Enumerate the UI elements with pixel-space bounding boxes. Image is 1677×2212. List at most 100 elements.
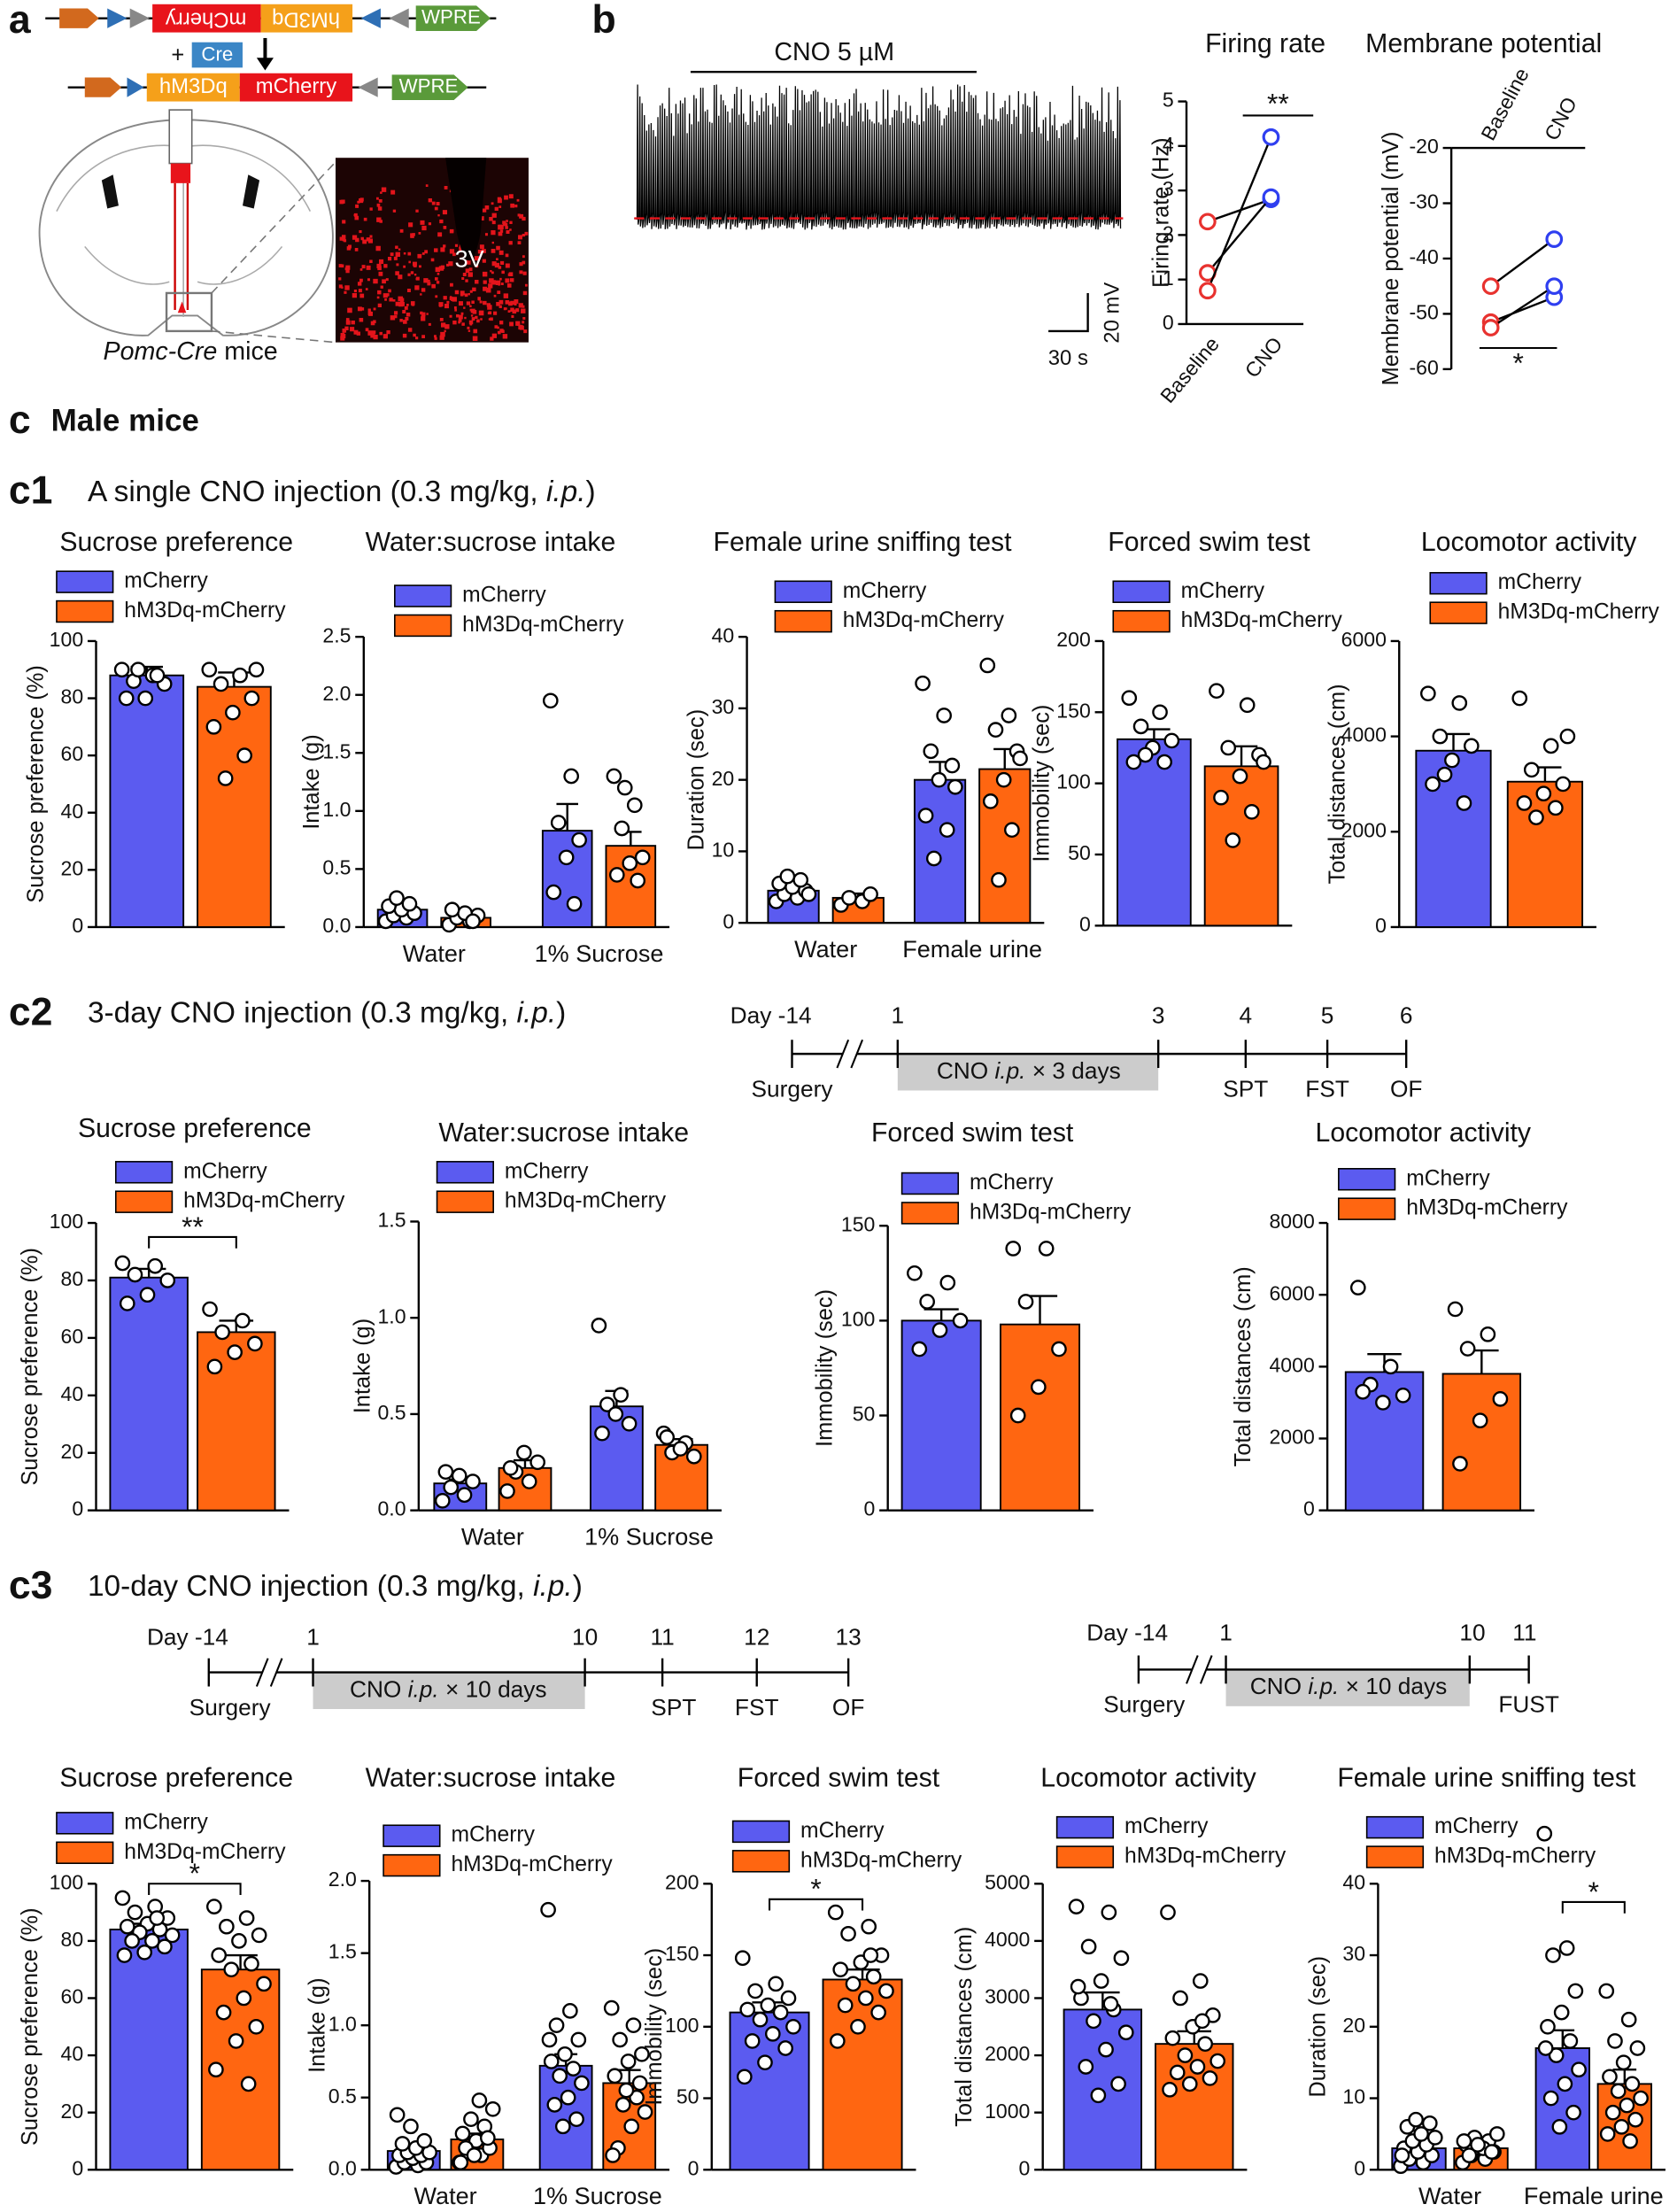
data-point: [1068, 1899, 1085, 1914]
data-point: [1425, 776, 1441, 793]
lox-site: [360, 8, 381, 28]
data-point: [451, 1467, 468, 1484]
data-point: [215, 2004, 232, 2021]
data-point: [571, 831, 587, 848]
data-point: [736, 2069, 753, 2085]
legend-label: mCherry: [1181, 579, 1265, 603]
cell-line: [1206, 136, 1272, 291]
x-tick-label: Water: [794, 936, 857, 963]
data-point: [232, 667, 248, 684]
data-point: [116, 1947, 133, 1963]
lox-site: [129, 8, 150, 28]
timeline-day: Day -14: [1086, 1620, 1168, 1646]
cell-marker: [1481, 319, 1500, 336]
legend-swatch: [394, 614, 452, 638]
gene-box: [239, 73, 353, 102]
y-tick-label: 150: [841, 1212, 875, 1235]
legend-label: mCherry: [1498, 570, 1582, 594]
chart-title: Female urine sniffing test: [1337, 1764, 1636, 1793]
data-point: [563, 768, 580, 785]
legend-label: mCherry: [800, 1819, 885, 1843]
legend-label: hM3Dq-mCherry: [970, 1200, 1132, 1224]
data-point: [608, 867, 625, 883]
gene-box: [152, 4, 261, 33]
y-tick-label: 1.0: [322, 798, 351, 821]
y-tick-label: 3000: [985, 1985, 1030, 2008]
timeline-day: 4: [1240, 1002, 1253, 1029]
data-point: [1004, 822, 1020, 839]
significance-label: *: [1513, 346, 1524, 378]
data-point: [147, 1257, 164, 1274]
data-point: [772, 2004, 789, 2021]
data-point: [764, 2026, 781, 2042]
promoter: [84, 77, 122, 97]
chart-title: Sucrose preference: [59, 1764, 293, 1793]
y-tick-label: 0: [1019, 2156, 1031, 2179]
data-point: [1256, 754, 1271, 770]
brain-diagram: 3V Pomc-Cre mice: [38, 109, 529, 365]
timeline-event: Surgery: [752, 1075, 834, 1102]
scale-bar: [1048, 292, 1089, 333]
legend-swatch: [774, 580, 832, 603]
data-point: [1070, 1978, 1086, 1995]
timeline-break: [836, 1039, 864, 1069]
legend-swatch: [56, 1812, 114, 1835]
y-tick-label: 80: [61, 1928, 84, 1951]
chart-title: Forced swim test: [871, 1118, 1074, 1148]
cell-line: [1490, 285, 1555, 329]
legend-swatch: [1365, 1815, 1425, 1839]
data-point: [247, 1335, 263, 1352]
data-point: [1243, 803, 1260, 820]
y-tick-label: 10: [712, 839, 735, 862]
y-axis-label: Sucrose preference (%): [18, 1248, 43, 1486]
data-point: [739, 2001, 756, 2018]
data-point: [1164, 2030, 1181, 2046]
x-tick-label: Baseline: [1476, 64, 1533, 143]
y-tick-label: 40: [61, 1382, 84, 1405]
data-point: [565, 2061, 582, 2077]
cell-line: [1490, 296, 1555, 323]
cell-line: [1206, 196, 1272, 274]
y-axis-label: Total distances (cm): [1231, 1266, 1256, 1466]
gene-label: WPRE: [421, 6, 481, 28]
data-point: [211, 1947, 228, 1963]
data-point: [484, 2100, 501, 2117]
data-point: [1627, 2111, 1643, 2128]
data-point: [1156, 754, 1172, 770]
legend-label: hM3Dq-mCherry: [1406, 1196, 1568, 1220]
y-tick-label: 0: [864, 1497, 876, 1520]
data-point: [1472, 1412, 1488, 1429]
data-point: [1172, 1990, 1188, 2007]
y-tick-label: 40: [712, 623, 735, 646]
timeline-break: [1192, 1664, 1207, 1675]
data-point: [936, 708, 952, 723]
data-point: [672, 1441, 689, 1457]
drug-label: CNO 5 µM: [774, 38, 894, 66]
data-point: [840, 1925, 856, 1942]
section-title: Male mice: [51, 404, 199, 438]
data-point: [1456, 795, 1472, 811]
syringe: [168, 109, 193, 165]
data-point: [1181, 2076, 1198, 2092]
data-point: [629, 2089, 645, 2106]
data-point: [832, 1961, 849, 1978]
data-point: [1624, 2076, 1641, 2092]
data-point: [206, 1358, 223, 1375]
data-point: [127, 1904, 143, 1921]
timeline-event: FUST: [1498, 1691, 1559, 1718]
y-tick-label: 2.5: [322, 623, 351, 646]
data-point: [1557, 2076, 1573, 2092]
data-point: [631, 2075, 648, 2092]
bar: [109, 1276, 189, 1512]
y-tick-label: 1.5: [377, 1209, 406, 1232]
data-point: [206, 1899, 222, 1914]
y-tick-label: 0: [688, 2156, 699, 2179]
y-axis-label: Sucrose preference (%): [23, 665, 48, 903]
y-tick-label: 5: [1163, 89, 1174, 112]
chart-title: Female urine sniffing test: [714, 528, 1013, 557]
data-point: [1516, 795, 1533, 811]
data-point: [1558, 1940, 1575, 1956]
gene-label: hM3Dq: [159, 74, 228, 98]
y-tick-label: 0.5: [377, 1401, 406, 1424]
data-point: [911, 1341, 928, 1357]
